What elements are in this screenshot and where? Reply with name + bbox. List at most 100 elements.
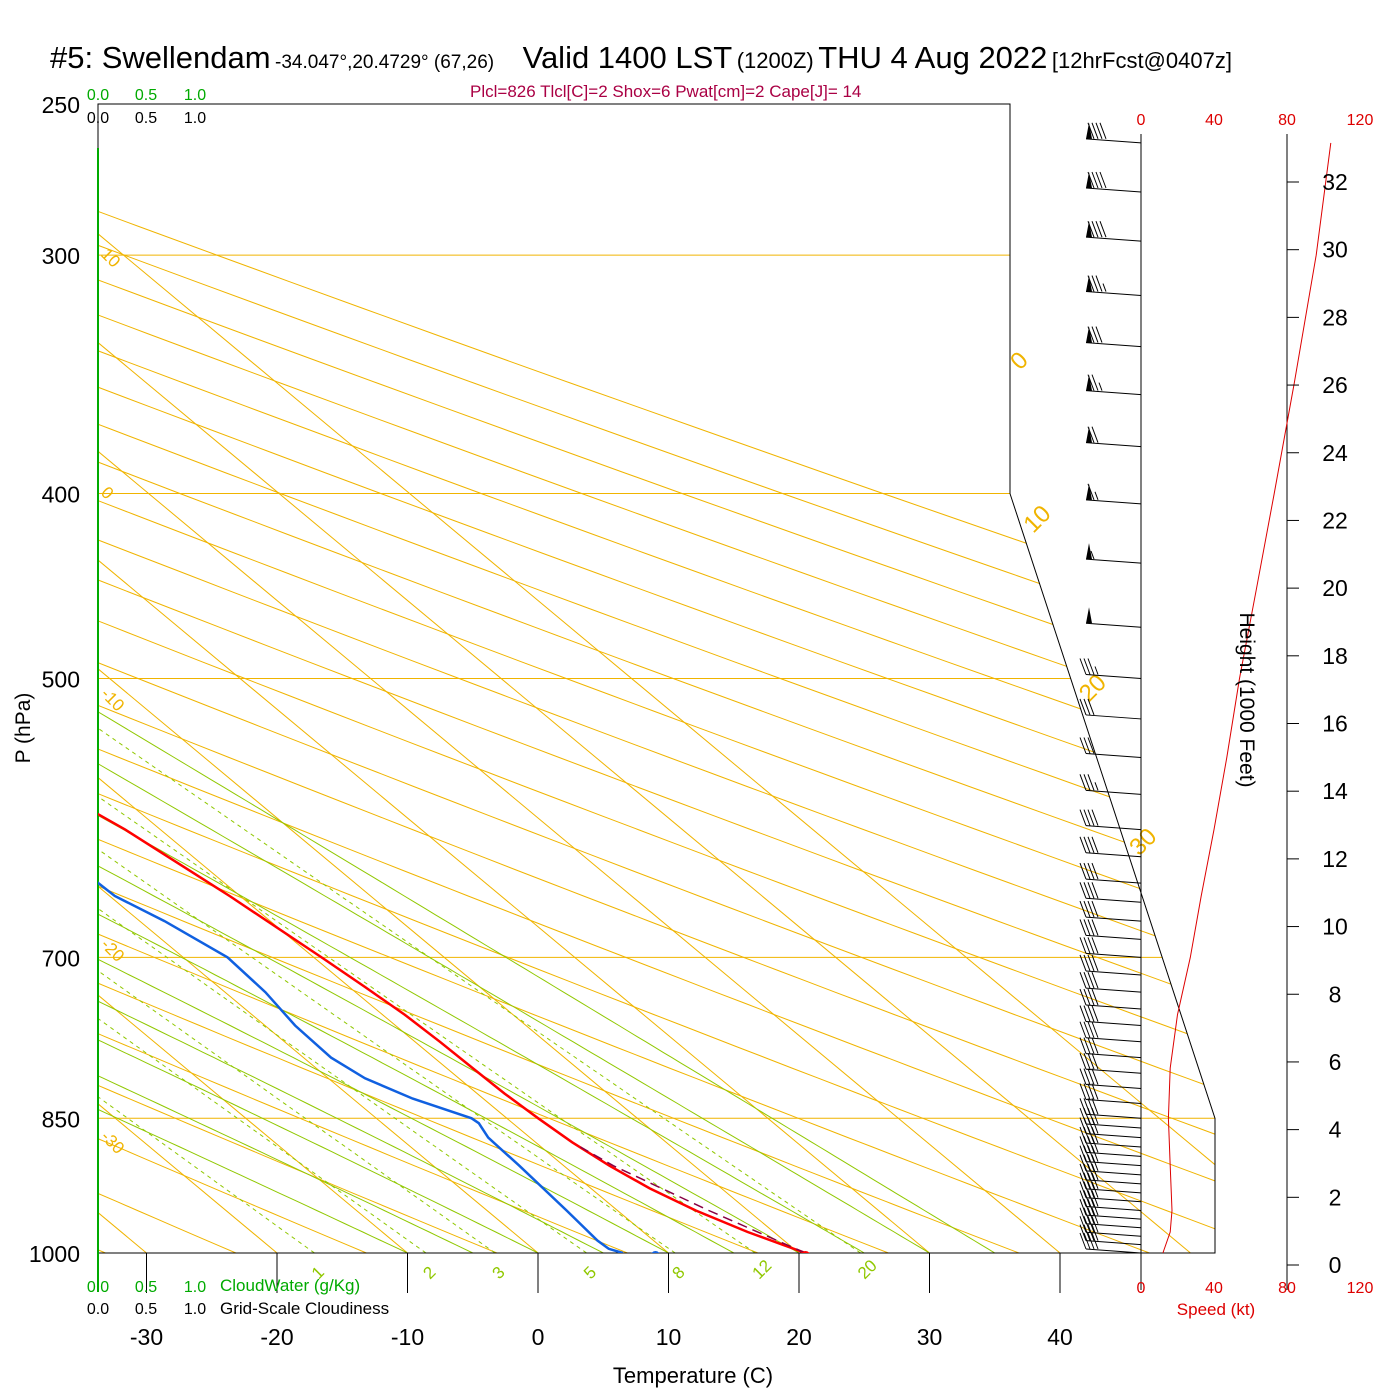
- wind-speed-tick-top: 80: [1278, 112, 1296, 129]
- wind-barb-flag: [1079, 1083, 1087, 1100]
- wind-barb: [1079, 836, 1142, 858]
- wind-barb-flag: [1087, 809, 1095, 826]
- wind-barb-flag: [1083, 1207, 1091, 1224]
- mixing-ratio-label: 8: [669, 1263, 689, 1283]
- wind-barb: [1085, 543, 1142, 564]
- wind-barb-flag: [1091, 1037, 1099, 1054]
- wind-barb: [1079, 1021, 1142, 1043]
- wind-barb-flag: [1091, 900, 1099, 918]
- wind-barb: [1085, 374, 1142, 396]
- wind-barb: [1085, 326, 1142, 348]
- wind-barb-staff: [1085, 970, 1142, 976]
- wind-speed-tick-bottom: 0: [1137, 1280, 1146, 1297]
- wind-barb-flag: [1083, 1172, 1091, 1190]
- wind-barb-flag: [1083, 954, 1091, 972]
- wind-barb-flag: [1091, 326, 1099, 343]
- dry-adiabat: [98, 104, 1215, 1253]
- wind-barb-pennant: [1086, 326, 1092, 343]
- cloud-water-scale-bottom: 0.5: [135, 1279, 157, 1296]
- wind-barb-flag: [1091, 1098, 1099, 1115]
- wind-barb: [1079, 862, 1142, 884]
- wind-barb-staff: [1085, 674, 1142, 679]
- surface-temperature-dot: [800, 1251, 811, 1253]
- wind-barb-flag: [1083, 658, 1091, 675]
- isotherm-label: 0: [97, 483, 117, 503]
- wind-barb: [1079, 1005, 1142, 1027]
- wind-barb: [1079, 1098, 1142, 1119]
- mixing-ratio-line: [98, 493, 496, 1253]
- pressure-tick-label: 1000: [29, 1241, 80, 1267]
- dry-adiabat: [98, 104, 1215, 1253]
- moist-adiabat: [98, 104, 669, 1253]
- mixing-ratio-line: [98, 493, 756, 1253]
- wind-barb: [1079, 971, 1142, 993]
- moist-adiabat: [98, 104, 735, 1253]
- wind-barb-flag: [1087, 1068, 1095, 1085]
- wind-barb-flag: [1087, 836, 1095, 853]
- wind-barb-staff: [1085, 752, 1142, 758]
- temperature-tick-label: 20: [786, 1324, 812, 1350]
- title-row: #5: Swellendam -34.047°,20.4729° (67,26)…: [50, 40, 1232, 76]
- sounding-data: [98, 141, 811, 1253]
- dry-adiabat: [98, 104, 1215, 1253]
- wind-barb-staff: [1085, 442, 1142, 448]
- wind-barb-staff: [1085, 825, 1142, 831]
- wind-barb: [1079, 1068, 1142, 1090]
- wind-barb-flag: [1079, 1145, 1087, 1162]
- moist-adiabat: [98, 104, 408, 1253]
- height-tick-label: 28: [1322, 304, 1348, 330]
- wind-barb-flag: [1079, 1021, 1087, 1038]
- wind-barb: [1079, 1083, 1142, 1105]
- wind-barb-flag: [1079, 1207, 1087, 1224]
- wind-barb-staff: [1085, 878, 1142, 884]
- wind-barb: [1079, 900, 1142, 922]
- wind-barb-flag: [1091, 1021, 1099, 1038]
- wind-barb-staff: [1085, 1161, 1142, 1167]
- valid-time: Valid 1400 LST: [522, 40, 733, 75]
- moist-adiabat: [98, 104, 930, 1253]
- wind-barb-pennant: [1086, 426, 1092, 443]
- wind-barb-staff: [1085, 1170, 1142, 1176]
- wind-barb: [1079, 1163, 1142, 1185]
- wind-barb-flag: [1083, 1083, 1091, 1100]
- height-tick-label: 32: [1322, 169, 1348, 195]
- dry-adiabat: [98, 104, 1215, 1253]
- wind-barb-staff: [1085, 952, 1142, 958]
- wind-barb-staff: [1085, 1151, 1142, 1157]
- dry-adiabat: [98, 104, 596, 1253]
- pressure-tick-label: 300: [42, 243, 80, 269]
- height-tick-label: 24: [1322, 440, 1348, 466]
- wind-barb-flag: [1091, 122, 1099, 140]
- wind-barb-flag: [1099, 171, 1107, 189]
- pressure-tick-label: 850: [42, 1106, 80, 1132]
- wind-barb-flag: [1083, 1154, 1091, 1172]
- wind-barb: [1079, 1216, 1142, 1237]
- wind-barb: [1085, 426, 1142, 448]
- dry-adiabat: [98, 104, 1215, 1253]
- isotherm-label: 10: [1018, 500, 1056, 538]
- dry-adiabat: [98, 104, 1215, 1253]
- height-tick-label: 22: [1322, 507, 1348, 533]
- wind-barb-staff: [1085, 1084, 1142, 1090]
- cloudiness-scale-bottom: 0.0: [87, 1301, 109, 1318]
- wind-barb: [1079, 1154, 1142, 1176]
- dry-adiabat: [98, 104, 993, 1253]
- mixing-ratio-label: 20: [854, 1256, 881, 1283]
- wind-barb-pennant: [1086, 122, 1092, 139]
- wind-barb-flag: [1079, 1198, 1087, 1216]
- temperature-tick-label: -30: [130, 1324, 163, 1350]
- wind-barb-flag: [1095, 275, 1103, 292]
- wind-barb: [1079, 1053, 1142, 1074]
- wind-barb-staff: [1085, 1179, 1142, 1185]
- wind-barb-flag: [1087, 1083, 1095, 1100]
- wind-barb-flag: [1083, 988, 1091, 1006]
- wind-barb-pennant: [1086, 543, 1092, 560]
- wind-barb-flag: [1079, 988, 1087, 1006]
- wind-barb: [1085, 171, 1142, 193]
- wind-barb: [1079, 919, 1142, 940]
- wind-barb-flag: [1087, 954, 1095, 972]
- cloud-water-scale-bottom: 1.0: [184, 1279, 206, 1296]
- wind-barb-flag: [1079, 1232, 1087, 1250]
